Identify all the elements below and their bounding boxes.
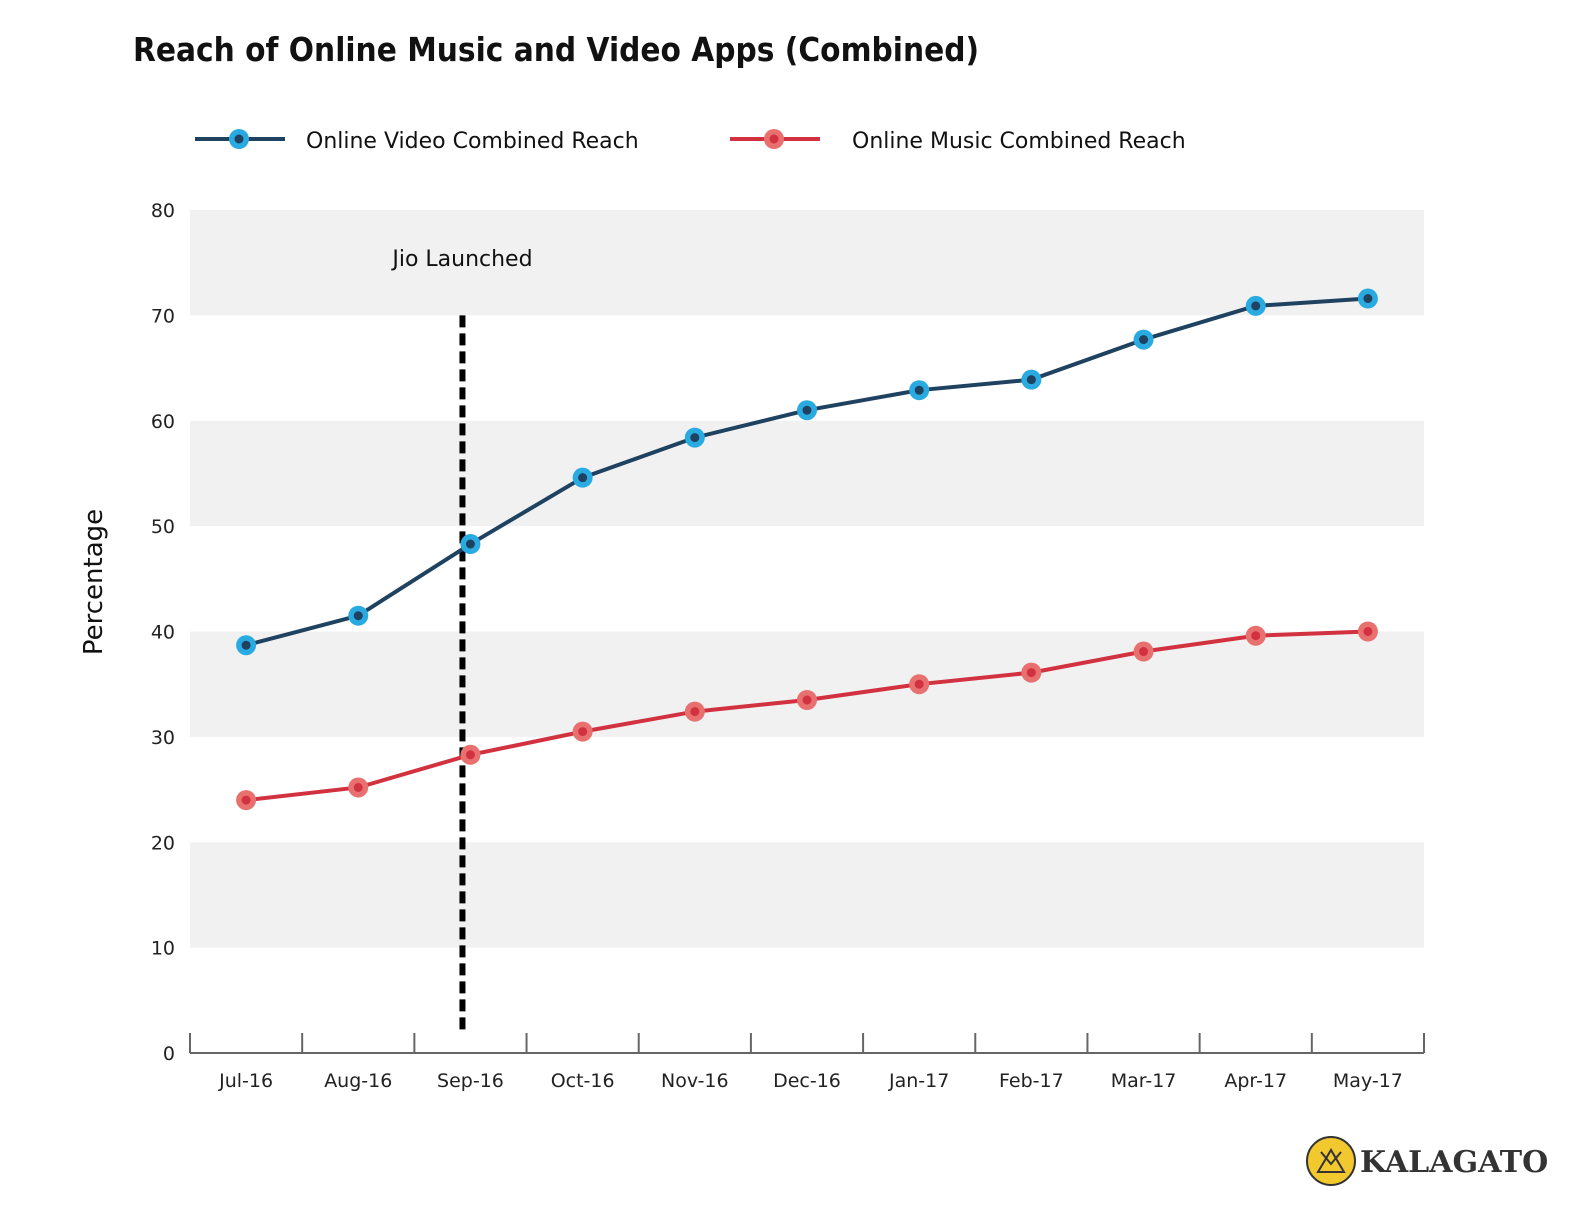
annotation-layer: Jio Launched — [390, 247, 533, 1030]
x-tick-label: Oct-16 — [551, 1070, 615, 1092]
data-point-center — [1026, 668, 1036, 678]
grid-band — [190, 210, 1424, 316]
data-point-center — [241, 795, 251, 805]
data-point-center — [353, 782, 363, 792]
series-video — [236, 288, 1378, 656]
data-point-center — [353, 611, 363, 621]
logo-badge-icon — [1306, 1136, 1356, 1186]
x-tick-label: Feb-17 — [999, 1070, 1064, 1092]
series-music — [236, 621, 1378, 811]
data-point-center — [1139, 647, 1149, 657]
legend-label: Online Video Combined Reach — [306, 129, 639, 154]
y-tick-label: 20 — [151, 832, 175, 854]
y-axis-label: Percentage — [79, 509, 109, 655]
data-point-center — [1251, 301, 1261, 311]
kalagato-logo: KALAGATO — [1306, 1136, 1548, 1186]
x-tick-label: Jan-17 — [888, 1070, 949, 1092]
legend-item: Online Video Combined Reach — [195, 129, 639, 154]
data-point-center — [1251, 631, 1261, 641]
data-point-center — [1363, 294, 1373, 304]
y-tick-label: 50 — [151, 516, 175, 538]
data-point-center — [578, 473, 588, 483]
y-tick-label: 40 — [151, 622, 175, 644]
data-point-center — [465, 750, 475, 760]
chart-title: Reach of Online Music and Video Apps (Co… — [133, 30, 980, 69]
data-point-center — [690, 433, 700, 443]
data-point-center — [690, 707, 700, 717]
legend: Online Video Combined Reach Online Music … — [195, 129, 1186, 154]
data-point-center — [241, 640, 251, 650]
logo-text: KALAGATO — [1360, 1145, 1548, 1180]
x-tick-label: Dec-16 — [773, 1070, 841, 1092]
x-tick-label: Nov-16 — [661, 1070, 729, 1092]
data-point-center — [1139, 335, 1149, 345]
logo-cat-icon — [1316, 1148, 1346, 1173]
data-point-center — [578, 727, 588, 737]
x-tick-label: Mar-17 — [1111, 1070, 1177, 1092]
y-tick-label: 70 — [151, 305, 175, 327]
y-tick-label: 0 — [163, 1043, 175, 1065]
legend-item: Online Music Combined Reach — [730, 129, 1186, 154]
data-point-center — [914, 679, 924, 689]
legend-marker-center — [769, 134, 779, 144]
x-tick-label: Jul-16 — [218, 1070, 273, 1092]
data-point-center — [1363, 627, 1373, 636]
x-axis: Jul-16 Aug-16 Sep-16 Oct-16 Nov-16 Dec-16 Jan-… — [189, 1033, 1425, 1092]
legend-marker-center — [234, 134, 244, 144]
grid-band — [190, 420, 1424, 527]
legend-label: Online Music Combined Reach — [852, 129, 1186, 154]
grid-band — [190, 631, 1424, 737]
x-tick-label: Aug-16 — [324, 1070, 392, 1092]
series-layer — [236, 288, 1378, 811]
data-point-center — [914, 385, 924, 395]
data-point-center — [1026, 375, 1036, 385]
y-tick-label: 10 — [151, 938, 175, 960]
x-tick-label: May-17 — [1333, 1070, 1403, 1092]
y-axis-ticks: 0 10 20 30 40 50 60 70 80 — [151, 200, 175, 1065]
annotation-label: Jio Launched — [390, 247, 532, 272]
y-tick-label: 60 — [151, 411, 175, 433]
data-point-center — [802, 405, 812, 415]
y-tick-label: 30 — [151, 727, 175, 749]
data-point-center — [802, 695, 812, 705]
grid-band — [190, 842, 1424, 948]
y-tick-label: 80 — [151, 200, 175, 222]
background-bands — [190, 210, 1424, 948]
x-tick-label: Sep-16 — [437, 1070, 504, 1092]
x-tick-label: Apr-17 — [1224, 1070, 1287, 1092]
data-point-center — [465, 539, 475, 549]
